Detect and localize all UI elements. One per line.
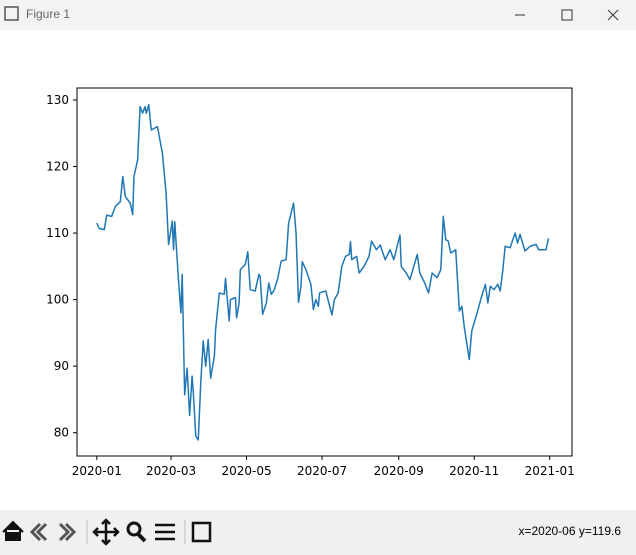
save-button[interactable] <box>191 521 212 543</box>
y-tick-label: 120 <box>46 160 69 174</box>
toolbar: x=2020-06 y=119.6 <box>0 510 636 555</box>
y-tick-label: 80 <box>54 426 69 440</box>
maximize-button[interactable] <box>561 9 573 21</box>
y-tick-label: 90 <box>54 359 69 373</box>
x-tick-label: 2020-11 <box>449 464 499 478</box>
home-button[interactable] <box>2 520 24 541</box>
x-tick-label: 2020-05 <box>221 464 271 478</box>
plot-area <box>76 87 573 457</box>
app-icon <box>4 6 19 21</box>
toolbar-icons <box>2 518 212 546</box>
x-tick-label: 2020-09 <box>374 464 424 478</box>
y-tick-label: 110 <box>46 226 69 240</box>
window-title: Figure 1 <box>26 7 71 21</box>
status-text: x=2020-06 y=119.6 <box>518 524 621 538</box>
y-tick-label: 130 <box>46 93 69 107</box>
forward-button[interactable] <box>58 522 77 542</box>
zoom-handle <box>136 532 147 543</box>
back-button[interactable] <box>29 522 48 542</box>
close-button[interactable] <box>607 9 619 21</box>
x-tick-label: 2020-03 <box>146 464 196 478</box>
x-tick-label: 2020-07 <box>297 464 347 478</box>
data-line <box>96 103 550 441</box>
configure-button[interactable] <box>155 523 175 541</box>
x-tick-label: 2020-01 <box>72 464 122 478</box>
title-icons <box>4 6 619 21</box>
y-tick-label: 100 <box>46 293 69 307</box>
x-tick-label: 2021-01 <box>525 464 575 478</box>
zoom-button[interactable] <box>126 521 142 537</box>
figure: 2020-01 2020-03 2020-05 2020-07 2020-09 2020-… <box>46 87 575 478</box>
pan-button[interactable] <box>92 518 120 546</box>
title-bar: Figure 1 <box>0 0 636 30</box>
